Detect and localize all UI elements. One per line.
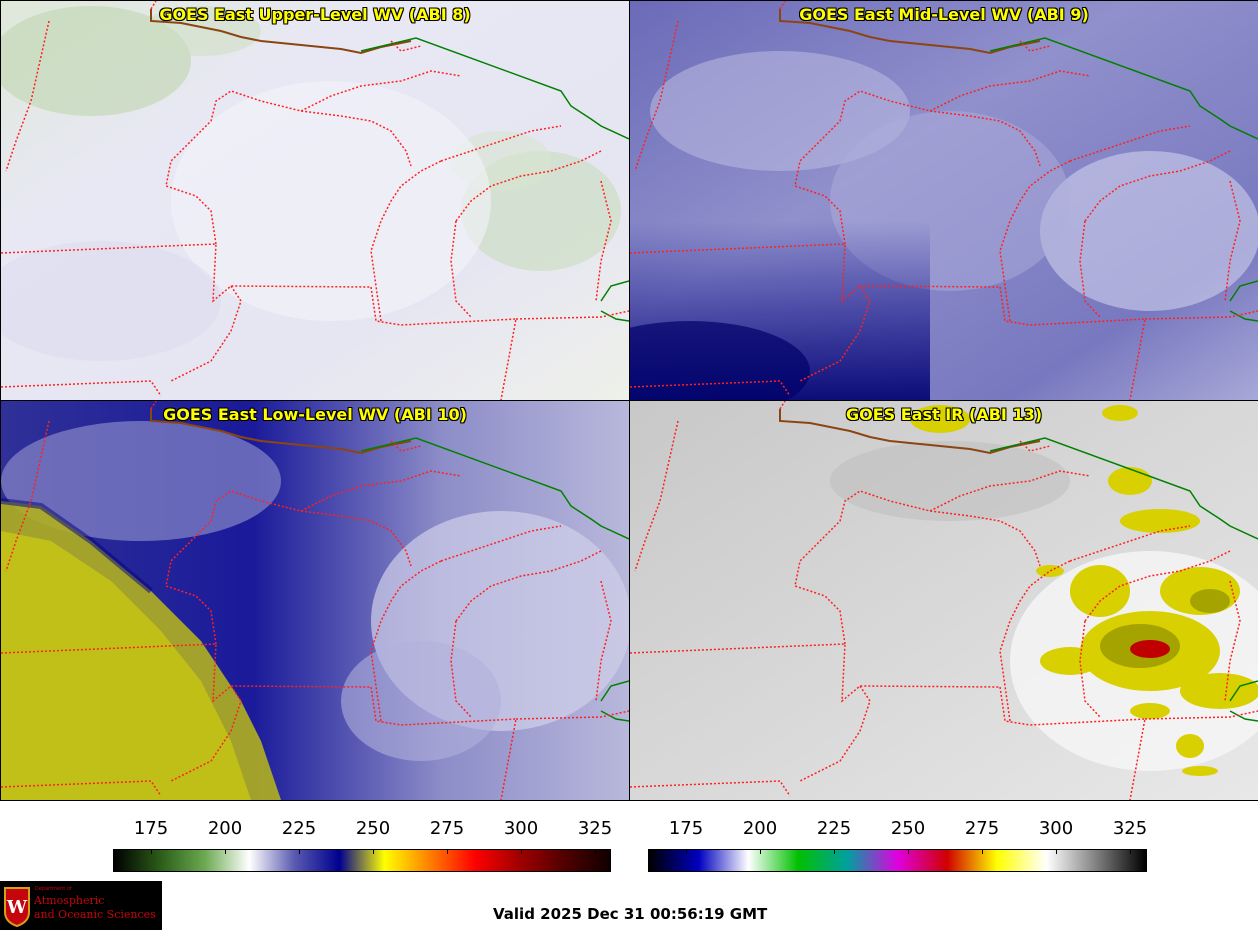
satellite-image-mid xyxy=(630,1,1258,400)
colorbar-tick-label: 200 xyxy=(207,818,243,839)
colorbar-tick-label: 250 xyxy=(355,818,391,839)
logo-line-2: and Oceanic Sciences xyxy=(34,908,156,921)
colorbar-wv-tick-labels: 175 200 225 250 275 300 325 xyxy=(0,818,629,842)
colorbar-tick-mark xyxy=(595,849,596,854)
aos-logo: W Department of Atmospheric and Oceanic … xyxy=(0,881,162,930)
colorbar-tick-mark xyxy=(447,849,448,854)
satellite-image-upper xyxy=(1,1,629,400)
colorbar-tick-mark xyxy=(373,849,374,854)
colorbar-tick-label: 275 xyxy=(429,818,465,839)
colorbar-tick-mark xyxy=(225,849,226,854)
colorbar-tick-label: 225 xyxy=(281,818,317,839)
logo-dept-small: Department of xyxy=(35,886,72,892)
colorbar-ir: 175 200 225 250 275 300 325 xyxy=(0,812,1258,872)
colorbar-tick-label: 250 xyxy=(890,818,926,839)
colorbar-tick-mark xyxy=(1056,849,1057,854)
colorbar-tick-label: 275 xyxy=(964,818,1000,839)
colorbar-tick-label: 175 xyxy=(668,818,704,839)
colorbar-ir-tick-labels: 175 200 225 250 275 300 325 xyxy=(0,818,1258,842)
satellite-image-ir xyxy=(630,401,1258,800)
colorbar-tick-label: 175 xyxy=(133,818,169,839)
colorbar-tick-mark xyxy=(521,849,522,854)
colorbar-tick-mark xyxy=(299,849,300,854)
logo-line-1: Atmospheric xyxy=(34,894,105,907)
colorbar-ir-gradient xyxy=(648,849,1147,872)
colorbar-tick-label: 325 xyxy=(1112,818,1148,839)
panel-title: GOES East Mid-Level WV (ABI 9) xyxy=(799,5,1089,24)
panel-low-level-wv: GOES East Low-Level WV (ABI 10) xyxy=(0,400,630,801)
colorbar-tick-mark xyxy=(760,849,761,854)
colorbar-tick-mark xyxy=(908,849,909,854)
colorbar-tick-mark xyxy=(686,849,687,854)
colorbar-tick-label: 300 xyxy=(503,818,539,839)
colorbar-tick-label: 300 xyxy=(1038,818,1074,839)
colorbar-tick-mark xyxy=(982,849,983,854)
crest-letter: W xyxy=(6,897,28,918)
colorbar-wv: 175 200 225 250 275 300 325 xyxy=(0,812,629,872)
colorbar-tick-label: 200 xyxy=(742,818,778,839)
panel-mid-level-wv: GOES East Mid-Level WV (ABI 9) xyxy=(629,0,1258,401)
colorbar-wv-gradient xyxy=(113,849,611,872)
panel-ir: GOES East IR (ABI 13) xyxy=(629,400,1258,801)
colorbar-tick-label: 325 xyxy=(577,818,613,839)
panel-title: GOES East Low-Level WV (ABI 10) xyxy=(163,405,467,424)
valid-time: Valid 2025 Dec 31 00:56:19 GMT xyxy=(493,905,768,923)
colorbar-tick-mark xyxy=(1130,849,1131,854)
panel-title: GOES East IR (ABI 13) xyxy=(845,405,1043,424)
panel-title: GOES East Upper-Level WV (ABI 8) xyxy=(159,5,471,24)
colorbar-tick-mark xyxy=(834,849,835,854)
panel-upper-level-wv: GOES East Upper-Level WV (ABI 8) xyxy=(0,0,630,401)
colorbar-tick-mark xyxy=(151,849,152,854)
uw-crest-icon: W xyxy=(4,887,30,928)
satellite-image-low xyxy=(1,401,629,800)
colorbar-tick-label: 225 xyxy=(816,818,852,839)
